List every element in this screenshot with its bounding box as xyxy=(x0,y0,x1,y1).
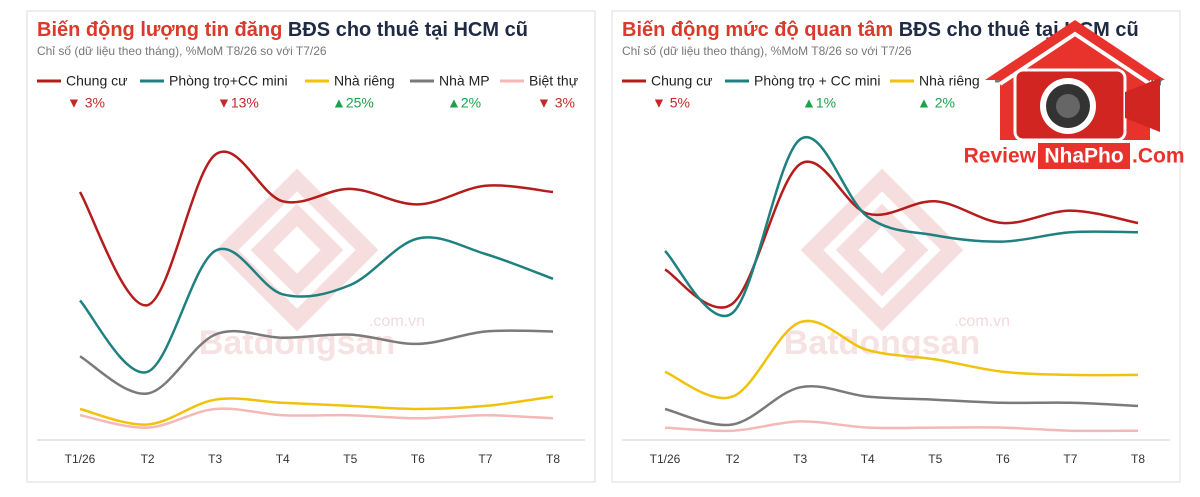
logo: Review NhaPho .Com xyxy=(964,20,1185,169)
change-label: ▲2% xyxy=(447,95,481,111)
subtitle: Chỉ số (dữ liệu theo tháng), %MoM T8/26 … xyxy=(622,44,912,58)
title-rest: BĐS cho thuê tại HCM cũ xyxy=(899,19,1139,41)
change-label: ▼13% xyxy=(217,95,259,111)
x-tick-label: T4 xyxy=(276,452,290,466)
series-line xyxy=(664,385,1139,427)
x-tick-label: T1/26 xyxy=(650,452,681,466)
series-line xyxy=(664,420,1139,433)
legend-label: Nhà riêng xyxy=(334,73,395,89)
watermark-domain: .com.vn xyxy=(954,313,1010,330)
watermark-text: Batdongsan xyxy=(199,324,395,362)
change-label: ▼ 5% xyxy=(652,95,690,111)
x-tick-label: T8 xyxy=(1131,452,1145,466)
line-chart: Batdongsan.com.vn Biến động lượng tin đăn… xyxy=(37,19,585,466)
legend-label: Chung cư xyxy=(66,73,128,89)
logo-camera xyxy=(1125,78,1160,132)
logo-text: Review xyxy=(964,145,1037,168)
line-chart: Batdongsan.com.vn Biến động mức độ quan t… xyxy=(622,19,1170,466)
x-tick-label: T2 xyxy=(726,452,740,466)
title-highlight: Biến động lượng tin đăng xyxy=(37,19,282,41)
change-label: ▼ 3% xyxy=(537,95,575,111)
legend-label: Phòng trọ+CC mini xyxy=(169,73,288,89)
x-tick-label: T5 xyxy=(343,452,357,466)
series-line xyxy=(79,395,554,426)
logo-box xyxy=(1038,143,1130,169)
x-tick-label: T6 xyxy=(996,452,1010,466)
x-tick-label: T6 xyxy=(411,452,425,466)
change-label: ▲ 2% xyxy=(917,95,955,111)
title-highlight: Biến động mức độ quan tâm xyxy=(622,19,893,41)
series-line xyxy=(78,150,554,307)
title-rest: BĐS cho thuê tại HCM cũ xyxy=(288,19,528,41)
x-tick-label: T7 xyxy=(1063,452,1077,466)
series-line xyxy=(79,236,554,374)
legend-label: Nhà MP xyxy=(439,73,490,89)
watermark-mark xyxy=(800,168,964,332)
subtitle: Chỉ số (dữ liệu theo tháng), %MoM T8/26 … xyxy=(37,44,327,58)
series-line xyxy=(79,329,554,395)
series-line xyxy=(664,319,1139,400)
x-tick-label: T4 xyxy=(861,452,875,466)
x-tick-label: T3 xyxy=(793,452,807,466)
legend-label: Phòng trọ + CC mini xyxy=(754,73,880,89)
chart-title: Biến động lượng tin đăng BĐS cho thuê tạ… xyxy=(37,19,528,41)
logo-roof xyxy=(998,31,1152,86)
series-line xyxy=(79,407,554,429)
logo-text: .Com xyxy=(1132,145,1185,168)
change-label: ▲25% xyxy=(332,95,374,111)
watermark-text: Batdongsan xyxy=(784,324,980,362)
logo-lens xyxy=(1056,94,1080,118)
legend-label: Chung cư xyxy=(651,73,713,89)
x-tick-label: T2 xyxy=(141,452,155,466)
watermark-domain: .com.vn xyxy=(369,313,425,330)
x-tick-label: T1/26 xyxy=(65,452,96,466)
x-tick-label: T3 xyxy=(208,452,222,466)
watermark-mark xyxy=(215,168,379,332)
x-tick-label: T5 xyxy=(928,452,942,466)
series-line xyxy=(664,135,1139,318)
legend-label: Biệt thự xyxy=(529,73,578,89)
logo-text: NhaPho xyxy=(1044,145,1123,168)
x-tick-label: T8 xyxy=(546,452,560,466)
x-tick-label: T7 xyxy=(478,452,492,466)
series-line xyxy=(664,160,1139,309)
change-label: ▼ 3% xyxy=(67,95,105,111)
change-label: ▲1% xyxy=(802,95,836,111)
legend-label: Nhà riêng xyxy=(919,73,980,89)
